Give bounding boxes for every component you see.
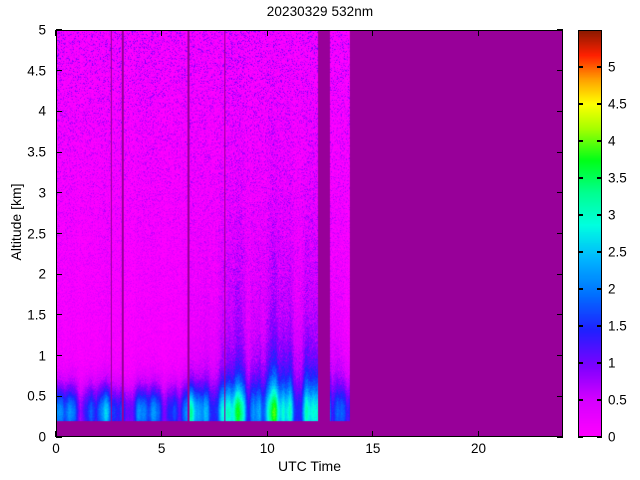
colorbar-tick-label: 0 [608,429,616,445]
y-tick-mark [56,192,62,194]
y-tick-mark-right [557,110,563,112]
colorbar-tick-mark [578,251,583,253]
y-tick-label: 4 [38,103,46,119]
x-tick-mark [161,431,163,437]
colorbar-tick-mark-right [597,177,602,179]
x-axis-label: UTC Time [278,458,341,474]
colorbar-tick-label: 1 [608,355,616,371]
colorbar-tick-label: 4 [608,133,616,149]
x-tick-mark-top [266,30,268,36]
y-tick-mark-right [557,314,563,316]
y-tick-mark [56,29,62,31]
y-tick-mark [56,232,62,235]
x-tick-label: 10 [259,441,275,456]
y-tick-mark-right [557,436,563,438]
y-tick-label: 2 [38,266,46,282]
x-tick-label: 5 [157,441,166,456]
colorbar-tick-mark [578,399,583,401]
y-tick-mark [56,273,62,275]
colorbar-tick-label: 1.5 [608,318,627,334]
y-tick-mark [56,436,62,438]
colorbar-tick-mark [578,288,583,290]
x-tick-mark-top [372,30,374,36]
y-tick-mark-right [557,395,563,397]
colorbar-tick-mark [578,140,583,142]
y-tick-mark-right [557,70,563,72]
y-tick-label: 0.5 [27,388,46,404]
x-tick-mark-top [477,30,480,36]
y-tick-mark-right [557,192,563,194]
colorbar-tick-label: 2.5 [608,244,627,260]
y-tick-mark-right [557,273,563,275]
y-tick-mark [56,70,62,72]
x-tick-mark [55,431,57,437]
y-tick-label: 3 [38,185,46,201]
y-tick-mark [56,395,62,397]
colorbar-tick-mark [578,362,583,364]
x-tick-mark-top [161,30,163,36]
y-tick-mark-right [557,29,563,31]
colorbar-tick-mark-right [597,140,602,142]
colorbar-tick-mark-right [597,362,602,364]
y-tick-mark [56,110,62,112]
colorbar-tick-mark [578,325,583,327]
x-tick-mark [266,431,268,437]
colorbar [578,30,602,437]
colorbar-tick-mark-right [597,66,602,68]
colorbar-tick-mark-right [597,288,602,290]
y-tick-mark [56,355,62,357]
y-tick-label: 1.5 [27,307,46,323]
x-tick-label: 0 [52,441,60,456]
y-tick-label: 2.5 [27,226,46,241]
heatmap-canvas [57,31,562,436]
colorbar-tick-label: 2 [608,281,616,297]
y-tick-mark [56,151,62,153]
y-tick-label: 3.5 [27,144,46,160]
colorbar-tick-mark [578,214,583,216]
colorbar-tick-mark-right [597,251,602,253]
y-tick-mark [56,314,62,316]
colorbar-tick-label: 0.5 [608,392,627,408]
y-tick-mark-right [557,232,563,235]
y-tick-label: 1 [38,348,46,364]
colorbar-tick-mark-right [597,103,602,105]
colorbar-tick-mark [578,436,583,438]
y-tick-mark-right [557,151,563,153]
y-axis-label: Altitude [km] [8,183,24,261]
page-title: 20230329 532nm [266,4,374,19]
y-tick-label: 0 [38,429,46,445]
colorbar-tick-label: 5 [608,59,616,75]
y-tick-label: 4.5 [27,63,46,79]
heatmap-plot-area [56,30,563,437]
colorbar-tick-mark-right [597,214,602,216]
y-tick-mark-right [557,355,563,357]
x-tick-mark-top [55,30,57,36]
colorbar-tick-label: 3.5 [608,170,627,186]
colorbar-tick-mark [578,103,583,105]
colorbar-tick-mark-right [597,399,602,401]
x-tick-label: 20 [470,441,487,456]
x-tick-label: 15 [365,441,381,456]
colorbar-tick-mark-right [597,325,602,327]
colorbar-tick-label: 3 [608,207,616,223]
x-tick-mark [477,431,480,437]
y-tick-label: 5 [38,22,46,38]
colorbar-tick-mark [578,177,583,179]
x-tick-mark [372,431,374,437]
colorbar-tick-mark-right [597,436,602,438]
colorbar-canvas [579,31,601,436]
colorbar-tick-mark [578,66,583,68]
colorbar-tick-label: 4.5 [608,96,627,112]
